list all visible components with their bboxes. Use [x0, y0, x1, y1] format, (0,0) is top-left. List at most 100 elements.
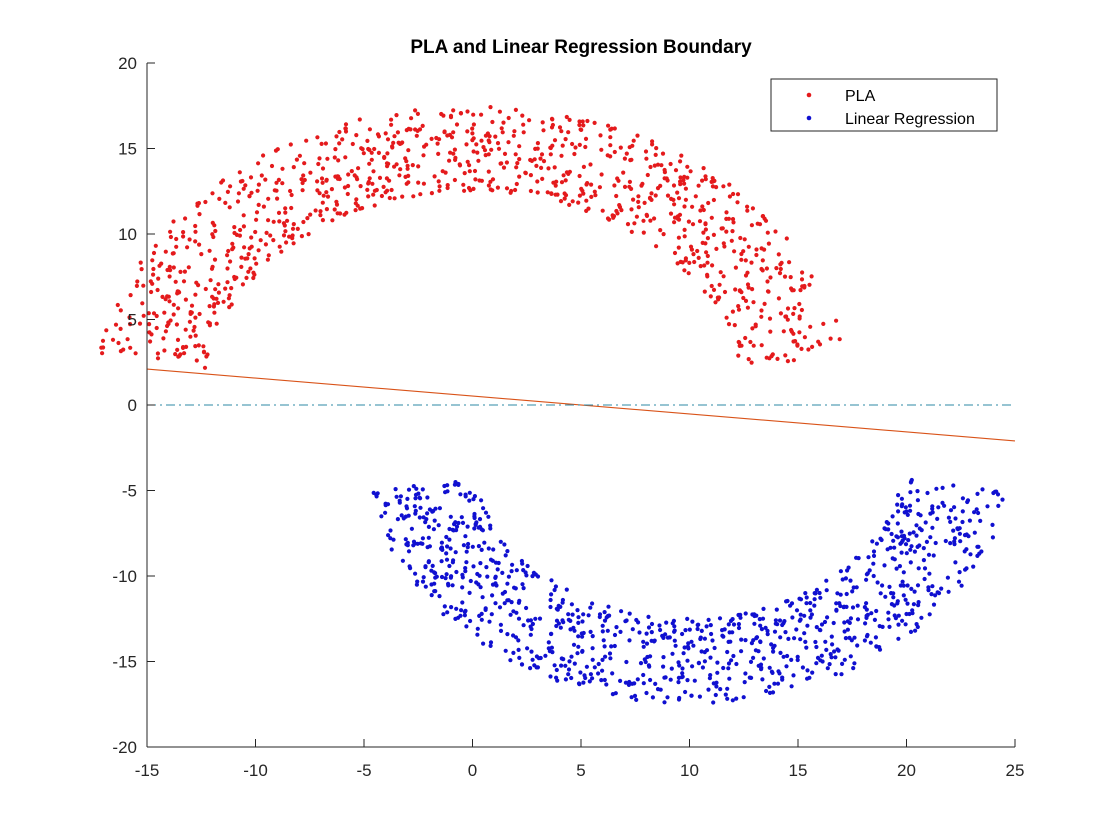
data-point — [460, 585, 465, 590]
data-point — [388, 528, 393, 533]
data-point — [431, 527, 436, 532]
data-point — [746, 285, 751, 290]
data-point — [924, 539, 930, 545]
data-point — [137, 321, 143, 326]
data-point — [718, 270, 723, 275]
data-point — [426, 524, 431, 530]
data-point — [371, 490, 376, 495]
data-point — [554, 623, 559, 629]
data-point — [838, 569, 844, 574]
data-point — [496, 146, 502, 151]
data-point — [227, 305, 232, 310]
data-point — [559, 129, 564, 134]
data-point — [778, 266, 783, 272]
data-point — [223, 200, 228, 205]
data-point — [476, 525, 481, 530]
data-point — [703, 227, 709, 232]
data-point — [265, 257, 270, 262]
data-point — [780, 677, 785, 682]
data-point — [905, 512, 910, 518]
data-point — [193, 333, 198, 338]
data-point — [775, 356, 780, 361]
data-point — [406, 126, 411, 131]
data-point — [714, 246, 719, 251]
y-tick-label: -20 — [112, 738, 137, 757]
data-point — [486, 138, 491, 143]
data-point — [369, 157, 374, 162]
data-point — [461, 182, 466, 187]
data-point — [319, 176, 325, 181]
data-point — [652, 638, 657, 643]
data-point — [516, 616, 522, 621]
data-point — [324, 177, 329, 182]
data-point — [408, 566, 413, 571]
data-point — [400, 558, 405, 563]
data-point — [610, 671, 615, 676]
data-point — [540, 176, 545, 181]
data-point — [414, 582, 419, 587]
data-point — [774, 607, 779, 612]
data-point — [770, 670, 775, 676]
data-point — [513, 586, 518, 591]
data-point — [480, 595, 485, 600]
data-point — [537, 616, 543, 621]
data-point — [285, 218, 290, 223]
data-point — [434, 135, 439, 141]
data-point — [426, 535, 431, 540]
data-point — [671, 197, 676, 202]
legend-marker-pla — [806, 92, 812, 98]
data-point — [797, 330, 802, 335]
data-point — [602, 610, 607, 615]
data-point — [269, 163, 275, 169]
data-point — [975, 491, 980, 496]
data-point — [783, 630, 788, 635]
data-point — [673, 643, 678, 648]
data-point — [730, 630, 735, 635]
data-point — [743, 273, 749, 278]
data-point — [866, 555, 871, 560]
data-point — [336, 158, 341, 163]
data-point — [291, 222, 296, 227]
data-point — [810, 344, 815, 349]
data-point — [634, 617, 639, 623]
data-point — [280, 181, 285, 186]
data-point — [814, 587, 820, 593]
data-point — [563, 663, 568, 668]
data-point — [760, 268, 765, 273]
data-point — [799, 307, 805, 313]
data-point — [213, 287, 218, 292]
data-point — [490, 119, 495, 125]
data-point — [829, 655, 834, 660]
data-point — [523, 170, 528, 175]
data-point — [549, 631, 554, 637]
data-point — [901, 593, 906, 598]
data-point — [219, 180, 224, 185]
data-point — [805, 623, 810, 628]
data-point — [353, 201, 358, 206]
data-point — [693, 194, 698, 199]
data-point — [528, 188, 534, 194]
data-point — [637, 630, 642, 635]
data-point — [661, 664, 666, 669]
data-point — [566, 672, 571, 677]
data-point — [502, 542, 507, 547]
data-point — [411, 543, 416, 548]
data-point — [643, 149, 649, 154]
data-point — [243, 183, 248, 188]
data-point — [712, 645, 717, 651]
data-point — [382, 155, 387, 160]
data-point — [490, 177, 496, 182]
data-point — [685, 658, 690, 663]
data-point — [773, 618, 779, 623]
data-point — [794, 627, 799, 632]
y-tick-label: 5 — [128, 311, 137, 330]
data-point — [553, 584, 559, 589]
data-point — [741, 695, 746, 700]
data-point — [1000, 497, 1005, 502]
data-point — [569, 602, 575, 607]
data-point — [505, 581, 510, 586]
data-point — [128, 322, 133, 327]
data-point — [477, 613, 482, 619]
data-point — [187, 237, 192, 242]
data-point — [925, 490, 930, 496]
